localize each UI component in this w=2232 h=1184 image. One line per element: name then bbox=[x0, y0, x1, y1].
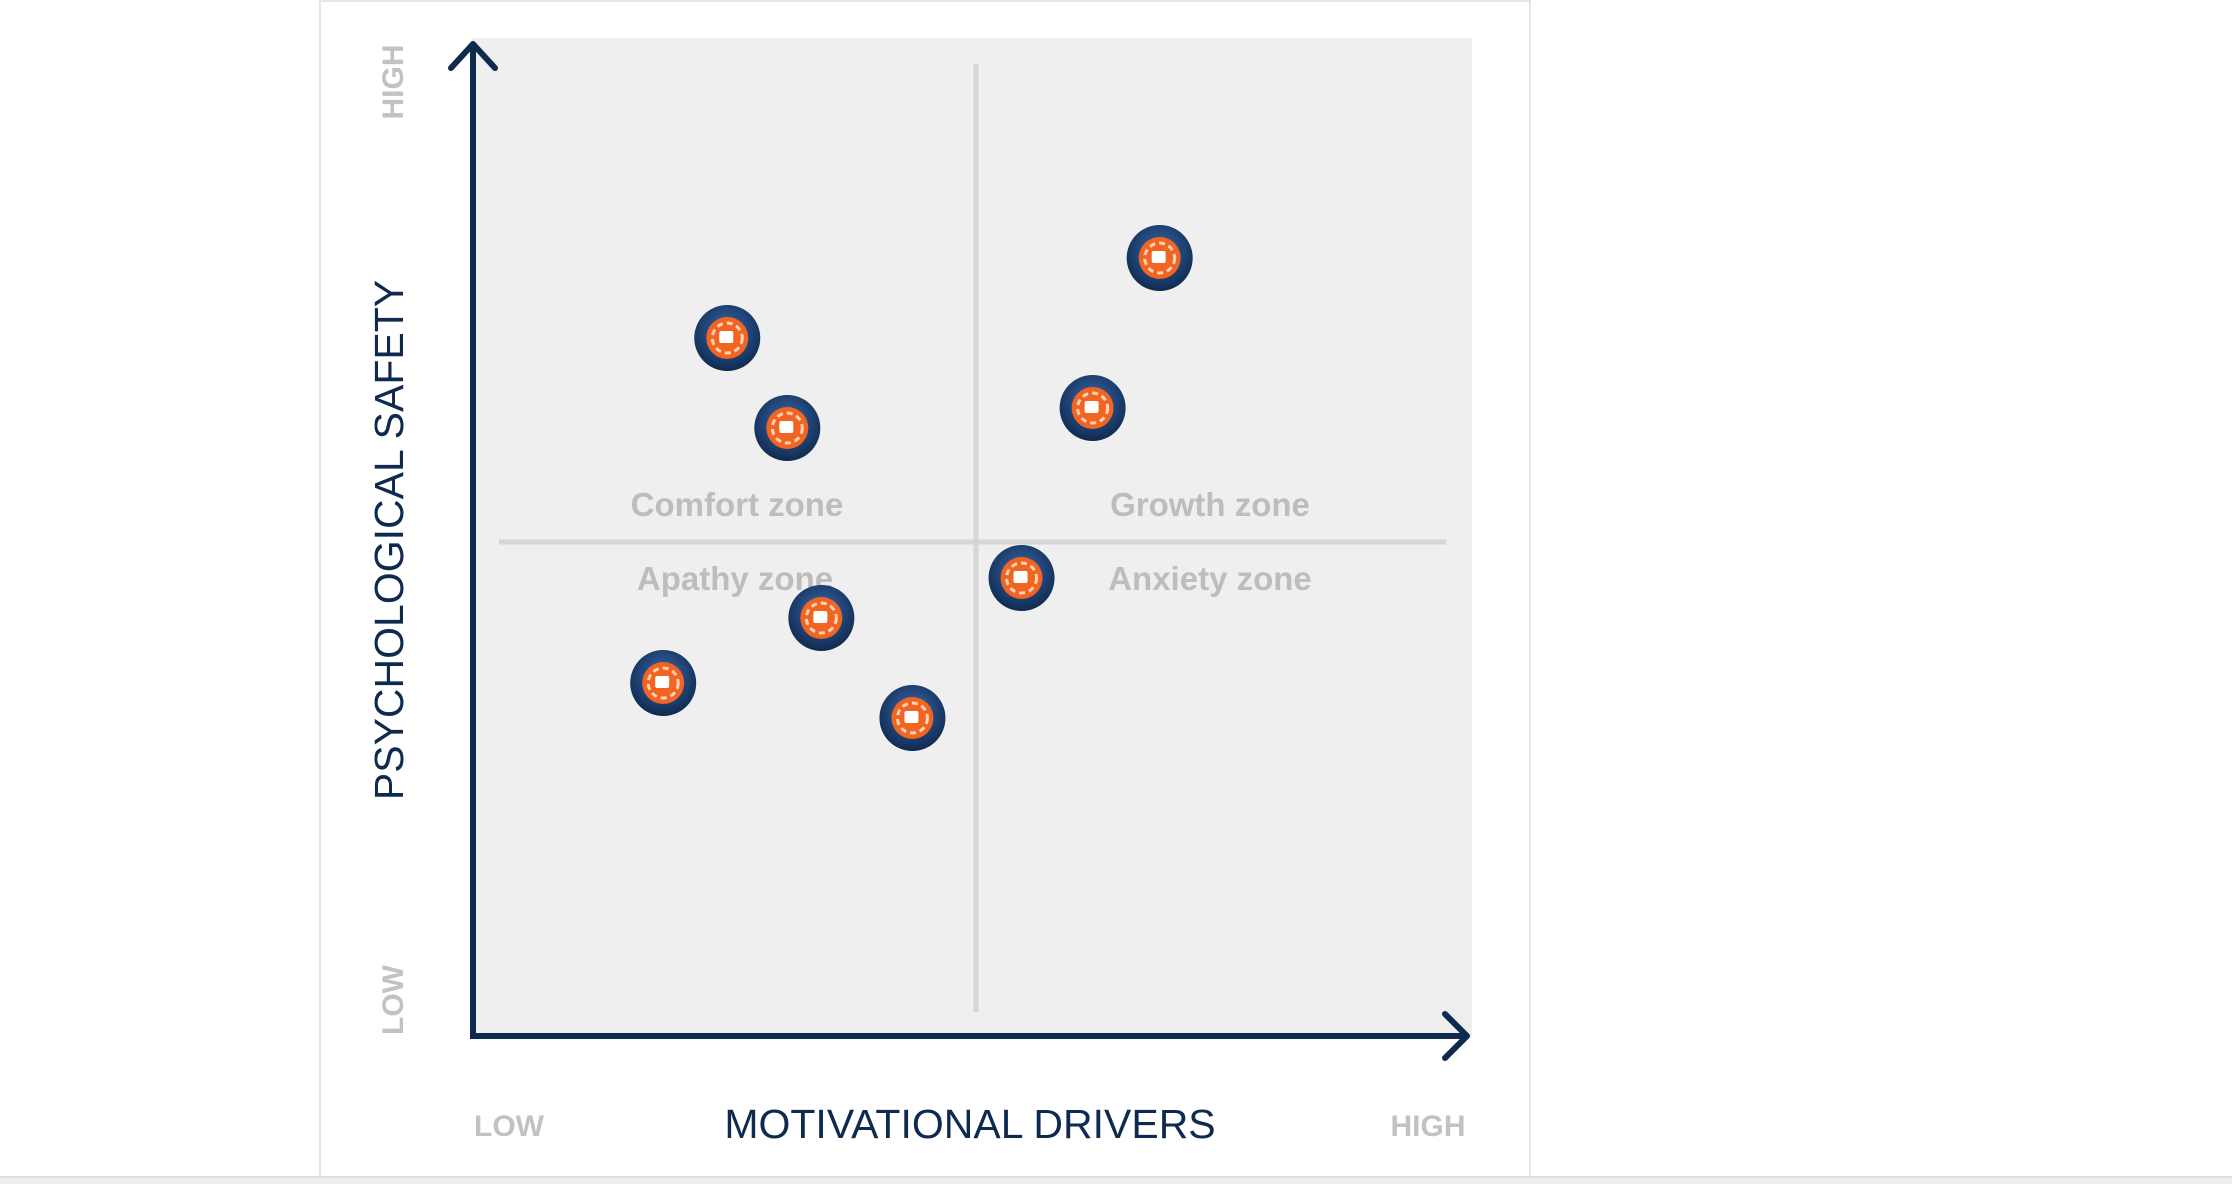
marker-center bbox=[1013, 571, 1028, 583]
bottom-border bbox=[0, 1176, 2232, 1184]
data-point-5 bbox=[879, 685, 946, 751]
y-axis-title: PSYCHOLOGICAL SAFETY bbox=[366, 280, 412, 800]
marker-detail bbox=[1143, 241, 1177, 275]
marker-detail bbox=[646, 666, 680, 700]
data-point-7 bbox=[1059, 375, 1126, 441]
zone-label-growth: Growth zone bbox=[1110, 486, 1310, 523]
y-axis-arrowhead bbox=[448, 41, 498, 71]
zone-label-anxiety: Anxiety zone bbox=[1108, 560, 1312, 597]
marker-detail bbox=[710, 321, 744, 355]
data-point-6 bbox=[988, 545, 1055, 611]
marker-detail bbox=[895, 701, 929, 735]
marker-center bbox=[1151, 251, 1166, 263]
marker-center bbox=[1084, 401, 1099, 413]
marker-center bbox=[779, 421, 794, 433]
marker-detail bbox=[1005, 561, 1039, 595]
data-point-1 bbox=[694, 305, 761, 371]
marker-center bbox=[655, 676, 670, 688]
plot-background bbox=[471, 38, 1472, 1038]
zone-label-comfort: Comfort zone bbox=[631, 486, 844, 523]
data-point-8 bbox=[1126, 225, 1193, 291]
data-point-3 bbox=[788, 585, 855, 651]
marker-detail bbox=[1076, 391, 1110, 425]
marker-center bbox=[904, 711, 919, 723]
zone-label-apathy: Apathy zone bbox=[637, 560, 833, 597]
x-axis-title: MOTIVATIONAL DRIVERS bbox=[724, 1101, 1215, 1147]
y-axis-high-label: HIGH bbox=[377, 45, 410, 120]
data-point-2 bbox=[754, 395, 821, 461]
y-axis-low-label: LOW bbox=[377, 964, 410, 1035]
data-points bbox=[630, 225, 1193, 751]
marker-center bbox=[719, 331, 734, 343]
marker-detail bbox=[804, 601, 838, 635]
x-axis-high-label: HIGH bbox=[1391, 1110, 1466, 1143]
x-axis-arrowhead bbox=[1442, 1011, 1470, 1061]
marker-detail bbox=[770, 411, 804, 445]
marker-center bbox=[813, 611, 828, 623]
x-axis-low-label: LOW bbox=[474, 1110, 545, 1143]
data-point-4 bbox=[630, 650, 697, 716]
